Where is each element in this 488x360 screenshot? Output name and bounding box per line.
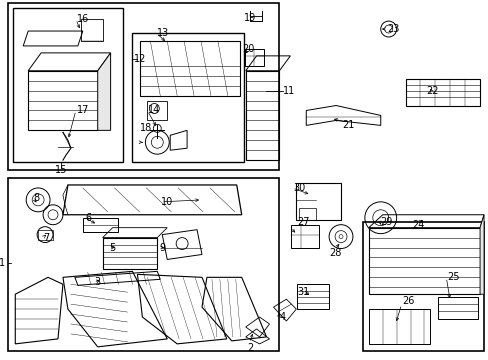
Text: 22: 22 <box>425 86 438 96</box>
Text: 27: 27 <box>297 217 309 227</box>
Bar <box>147 100 167 120</box>
Bar <box>8 178 279 351</box>
Text: 30: 30 <box>293 183 305 193</box>
Bar <box>296 183 340 220</box>
Text: 6: 6 <box>85 213 92 223</box>
Text: 25: 25 <box>447 272 459 282</box>
Bar <box>368 309 429 344</box>
Text: 7: 7 <box>43 233 49 243</box>
Text: 3: 3 <box>95 277 101 287</box>
Bar <box>38 230 53 240</box>
Bar <box>8 3 279 170</box>
Text: 8: 8 <box>33 193 39 203</box>
Text: 4: 4 <box>279 312 285 322</box>
Bar <box>28 71 98 130</box>
Text: 16: 16 <box>77 14 89 24</box>
Bar <box>81 19 102 41</box>
Text: 23: 23 <box>387 24 399 34</box>
Polygon shape <box>98 53 110 130</box>
Bar <box>299 208 316 220</box>
Text: 29: 29 <box>380 217 392 227</box>
Bar <box>244 49 263 66</box>
Text: 21: 21 <box>341 120 353 130</box>
Text: 26: 26 <box>402 296 414 306</box>
Text: 15: 15 <box>55 165 67 175</box>
Text: 18: 18 <box>140 123 152 133</box>
Bar <box>132 33 243 162</box>
Text: 19: 19 <box>243 13 255 23</box>
Text: 9: 9 <box>159 243 165 252</box>
Bar <box>102 238 157 269</box>
Polygon shape <box>479 215 483 294</box>
Bar <box>245 71 279 160</box>
Text: 10: 10 <box>161 197 173 207</box>
Text: 14: 14 <box>148 105 160 116</box>
Bar <box>437 297 477 319</box>
Text: 1: 1 <box>0 258 5 269</box>
Text: 20: 20 <box>242 44 254 54</box>
Text: 13: 13 <box>157 28 169 38</box>
Text: 11: 11 <box>283 86 295 96</box>
Bar <box>297 284 328 309</box>
Text: 28: 28 <box>328 248 341 257</box>
Bar <box>13 8 122 162</box>
Text: 31: 31 <box>297 287 309 297</box>
Text: 12: 12 <box>133 54 145 64</box>
Text: 17: 17 <box>77 105 89 116</box>
Bar <box>362 222 483 351</box>
Bar <box>405 79 479 105</box>
Bar <box>291 225 319 248</box>
Text: 2: 2 <box>247 343 253 353</box>
Text: 24: 24 <box>411 220 424 230</box>
Text: 5: 5 <box>109 243 116 252</box>
